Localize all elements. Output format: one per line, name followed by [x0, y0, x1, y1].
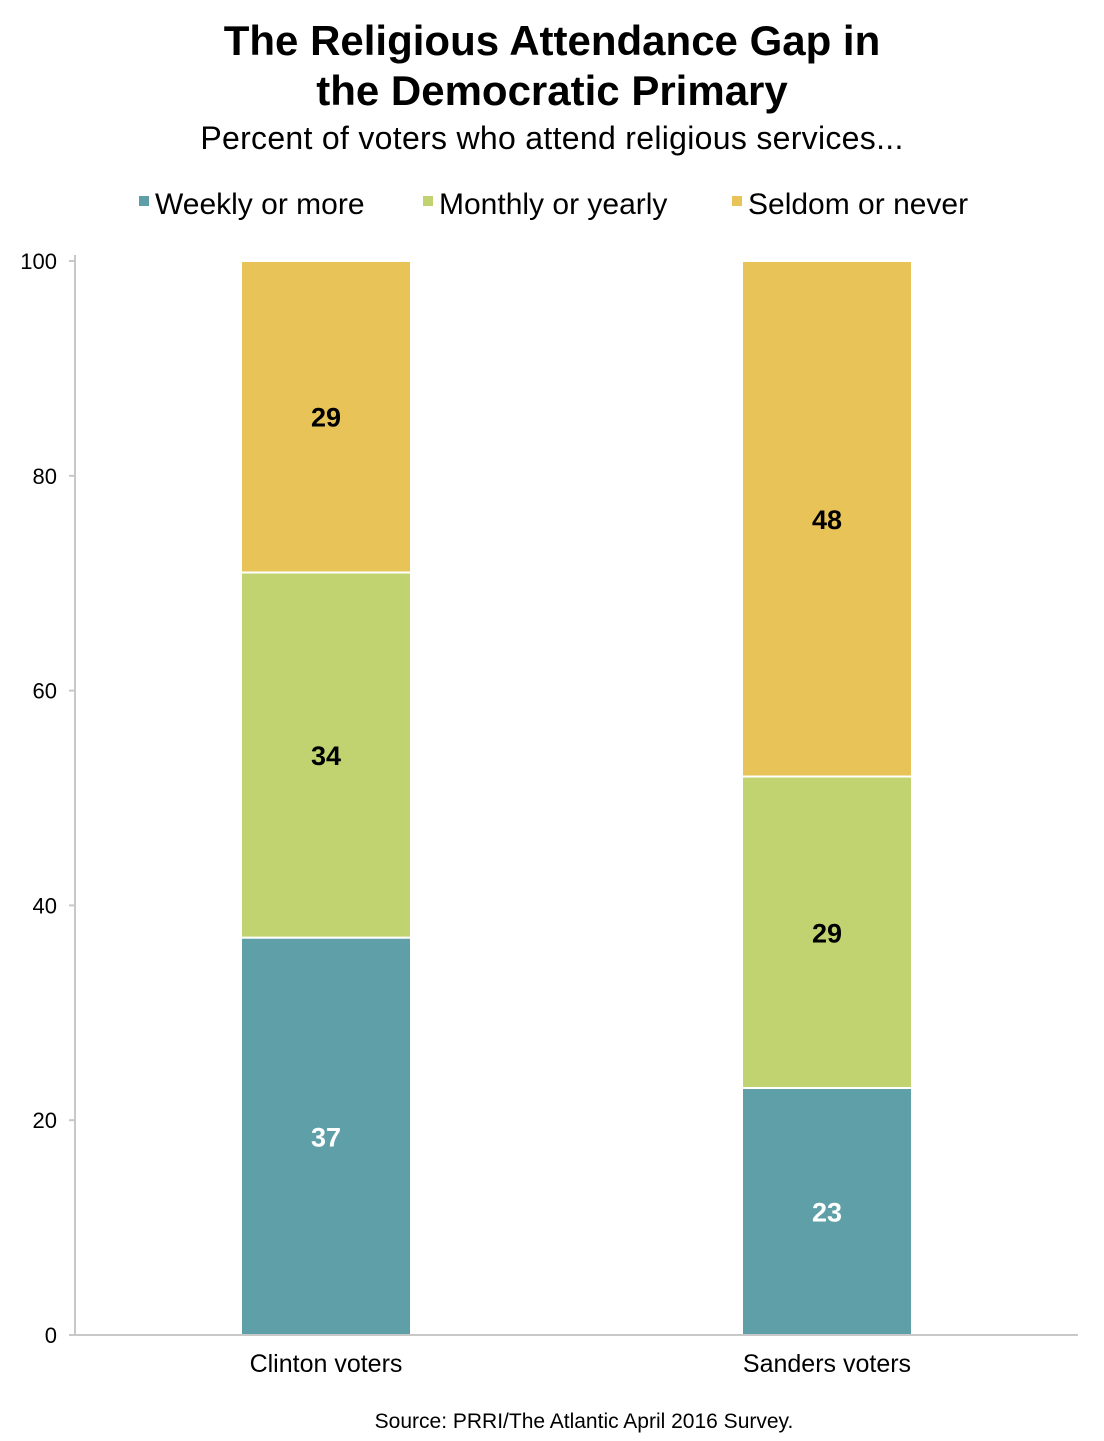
chart-title: The Religious Attendance Gap in the Demo… — [0, 16, 1104, 116]
data-label-2-2: 29 — [812, 918, 842, 948]
y-tick-label-20: 20 — [33, 1108, 57, 1133]
data-label-2-1: 23 — [812, 1197, 842, 1227]
bar-segment-1-3 — [240, 260, 412, 574]
y-axis: 0 20 40 60 80 100 — [20, 249, 76, 1348]
bar-segment-2-2 — [741, 775, 913, 1089]
chart-title-line-2: the Democratic Primary — [316, 67, 788, 114]
chart-source: Source: PRRI/The Atlantic April 2016 Sur… — [374, 1410, 794, 1433]
chart-subtitle: Percent of voters who attend religious s… — [200, 120, 904, 156]
y-tick-label-40: 40 — [33, 893, 57, 918]
data-label-1-2: 34 — [311, 741, 341, 771]
y-tick-label-60: 60 — [33, 679, 57, 704]
x-tick-label-2: Sanders voters — [743, 1350, 911, 1378]
y-tick-label-100: 100 — [20, 249, 57, 274]
chart-title-line-1: The Religious Attendance Gap in — [223, 17, 881, 64]
legend: Weekly or more Monthly or yearly Seldom or… — [139, 188, 968, 221]
legend-swatch-1 — [139, 196, 149, 206]
y-tick-label-80: 80 — [33, 464, 57, 489]
bar-group-2: 23 29 48 — [741, 260, 913, 1336]
data-label-1-3: 29 — [311, 403, 341, 433]
legend-label-1: Weekly or more — [155, 188, 365, 221]
legend-item-2: Monthly or yearly — [423, 188, 667, 221]
bar-segment-2-3 — [741, 260, 913, 778]
bars: 37 34 29 23 29 48 — [240, 260, 913, 1336]
y-tick-label-0: 0 — [45, 1323, 57, 1348]
data-label-2-3: 48 — [812, 505, 842, 535]
bar-segment-1-2 — [240, 571, 412, 939]
legend-label-2: Monthly or yearly — [439, 188, 667, 221]
legend-swatch-3 — [732, 196, 742, 206]
x-axis: Clinton voters Sanders voters — [75, 1334, 1078, 1378]
legend-swatch-2 — [423, 196, 433, 206]
legend-item-1: Weekly or more — [139, 188, 365, 221]
bar-segment-2-1 — [741, 1086, 913, 1336]
x-tick-label-1: Clinton voters — [250, 1350, 403, 1378]
bar-segment-1-1 — [240, 936, 412, 1336]
data-label-1-1: 37 — [311, 1122, 341, 1152]
legend-label-3: Seldom or never — [748, 188, 968, 221]
legend-item-3: Seldom or never — [732, 188, 968, 221]
bar-group-1: 37 34 29 — [240, 260, 412, 1336]
